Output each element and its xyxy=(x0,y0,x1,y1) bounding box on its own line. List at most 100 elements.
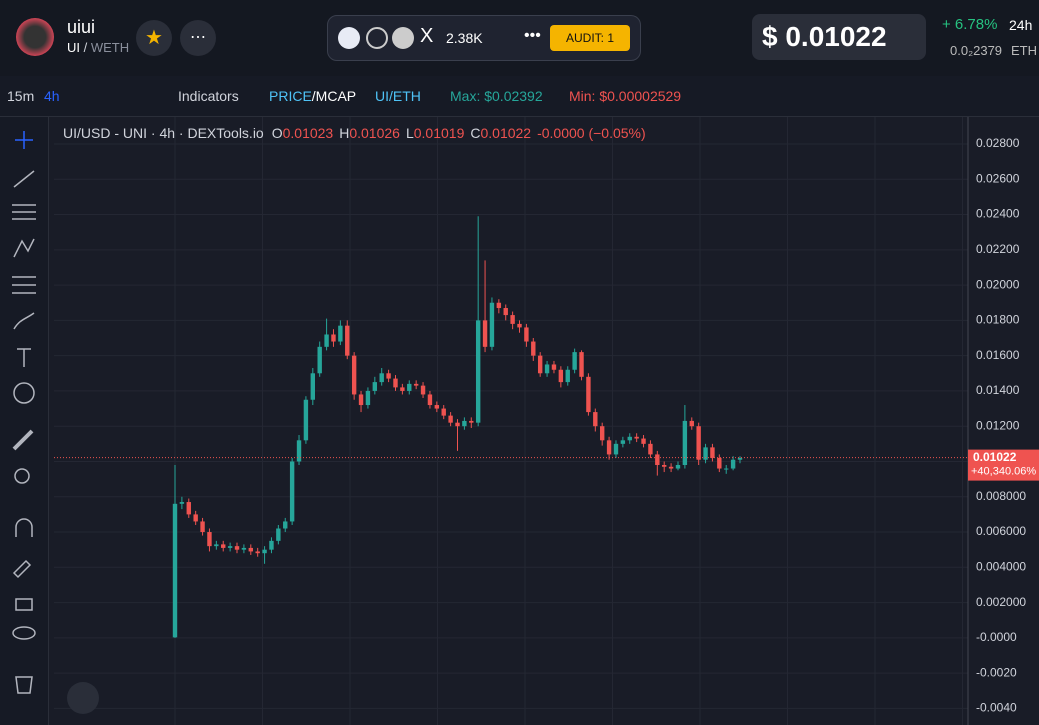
interval[interactable]: 4h xyxy=(44,88,60,104)
telegram-icon[interactable] xyxy=(392,27,414,49)
delete-tool[interactable] xyxy=(15,676,33,694)
candle-body xyxy=(531,341,536,356)
period: 24h xyxy=(1009,17,1033,33)
last-change-label: +40,340.06% xyxy=(971,466,1036,478)
projection-tool[interactable] xyxy=(12,276,36,294)
candle-body xyxy=(283,521,288,529)
candle-body xyxy=(207,532,212,547)
candle-body xyxy=(358,394,364,406)
token-name: uiui xyxy=(67,17,96,37)
candle-body xyxy=(510,315,515,324)
candle-body xyxy=(558,369,564,383)
y-tick-label: -0.0020 xyxy=(976,665,1017,679)
x-icon[interactable]: X xyxy=(420,25,434,47)
eth-price: 0.0₂2379 xyxy=(950,43,1003,58)
dex-icon[interactable] xyxy=(338,27,360,49)
candle-body xyxy=(372,382,378,391)
pair-toggle[interactable]: UI/ETH xyxy=(375,88,421,104)
crosshair-tool[interactable] xyxy=(15,131,33,149)
fib-tool[interactable] xyxy=(12,204,36,220)
o-value: 0.01023 xyxy=(283,125,334,141)
candle-body xyxy=(393,378,398,388)
max: Max: $0.02392 xyxy=(450,88,543,104)
audit-badge[interactable]: AUDIT: 1 xyxy=(550,25,630,51)
magnet-tool[interactable] xyxy=(15,518,33,537)
visibility-tool[interactable] xyxy=(12,626,36,640)
line-tool[interactable] xyxy=(13,170,35,188)
candle-body xyxy=(441,408,446,416)
candle-body xyxy=(241,547,247,550)
y-tick-label: 0.01600 xyxy=(976,348,1020,362)
candle-body xyxy=(579,352,584,377)
y-tick-label: 0.02400 xyxy=(976,207,1020,221)
text-tool[interactable] xyxy=(17,348,31,367)
change: + 6.78% xyxy=(942,16,998,33)
candle-body xyxy=(200,521,205,533)
candle-body xyxy=(503,308,508,316)
y-tick-label: 0.006000 xyxy=(976,524,1026,538)
y-tick-label: 0.01400 xyxy=(976,383,1020,397)
candle-body xyxy=(324,334,329,347)
y-tick-label: -0.0000 xyxy=(976,630,1017,644)
candle-body xyxy=(276,528,281,541)
share-button[interactable]: ⋯ xyxy=(180,20,216,56)
chart: UI/USD - UNI · 4h · DEXTools.io O0.01023 H… xyxy=(54,117,1039,725)
candle-body xyxy=(448,415,453,423)
candle-body xyxy=(565,369,570,383)
favorite-button[interactable]: ★ xyxy=(136,20,172,56)
candle-body xyxy=(613,443,619,455)
brush-tool[interactable] xyxy=(13,312,35,330)
mcap-label: /MCAP xyxy=(311,88,357,104)
candle-body xyxy=(524,327,529,342)
interval[interactable]: 15m xyxy=(7,88,35,104)
candle-body xyxy=(675,465,681,469)
candle-body xyxy=(475,320,481,423)
candle-body xyxy=(413,383,419,386)
y-tick-label: 0.02200 xyxy=(976,242,1020,256)
min: Min: $0.00002529 xyxy=(569,88,682,104)
h-label: H xyxy=(339,125,349,141)
l-label: L xyxy=(406,125,414,141)
candle-body xyxy=(186,502,191,515)
eth: ETH xyxy=(1011,43,1037,58)
pattern-tool[interactable] xyxy=(13,238,35,258)
lock-draw-tool[interactable] xyxy=(12,559,32,579)
candle-body xyxy=(400,387,405,391)
candle-body xyxy=(572,352,577,370)
candle-body xyxy=(489,302,495,347)
candle-body xyxy=(599,426,605,441)
candle-body xyxy=(462,420,467,427)
web-icon[interactable] xyxy=(366,27,388,49)
candle-body xyxy=(648,443,653,455)
lock-tool[interactable] xyxy=(15,598,33,611)
c-value: 0.01022 xyxy=(480,125,531,141)
zoom-tool[interactable] xyxy=(14,468,30,484)
candle-body xyxy=(544,364,550,374)
ruler-tool[interactable] xyxy=(12,429,34,451)
candle-body xyxy=(737,457,743,460)
candle-body xyxy=(434,405,440,409)
emoji-tool[interactable] xyxy=(13,382,35,404)
currency: $ xyxy=(762,21,778,52)
candle-body xyxy=(689,420,694,427)
candle-body xyxy=(172,503,178,638)
candle-body xyxy=(227,546,233,548)
tv-logo[interactable] xyxy=(67,682,99,714)
candle-body xyxy=(407,383,412,391)
candle-body xyxy=(262,549,267,554)
candle-body xyxy=(193,514,198,522)
y-tick-label: 0.004000 xyxy=(976,559,1026,573)
o-label: O xyxy=(272,125,283,141)
price-toggle[interactable]: PRICE/MCAP xyxy=(269,88,356,104)
y-tick-label: 0.02000 xyxy=(976,277,1020,291)
candle-body xyxy=(214,544,219,547)
quote: WETH xyxy=(90,40,130,55)
indicators[interactable]: Indicators xyxy=(178,88,239,104)
more[interactable]: ••• xyxy=(524,27,541,44)
candle-body xyxy=(331,334,336,342)
drawing-tools xyxy=(0,117,49,725)
toolbar: 15m 4h Indicators PRICE/MCAP UI/ETH Max:… xyxy=(0,76,1039,117)
candle-body xyxy=(682,420,688,466)
last-price-label: 0.01022 xyxy=(973,450,1017,464)
